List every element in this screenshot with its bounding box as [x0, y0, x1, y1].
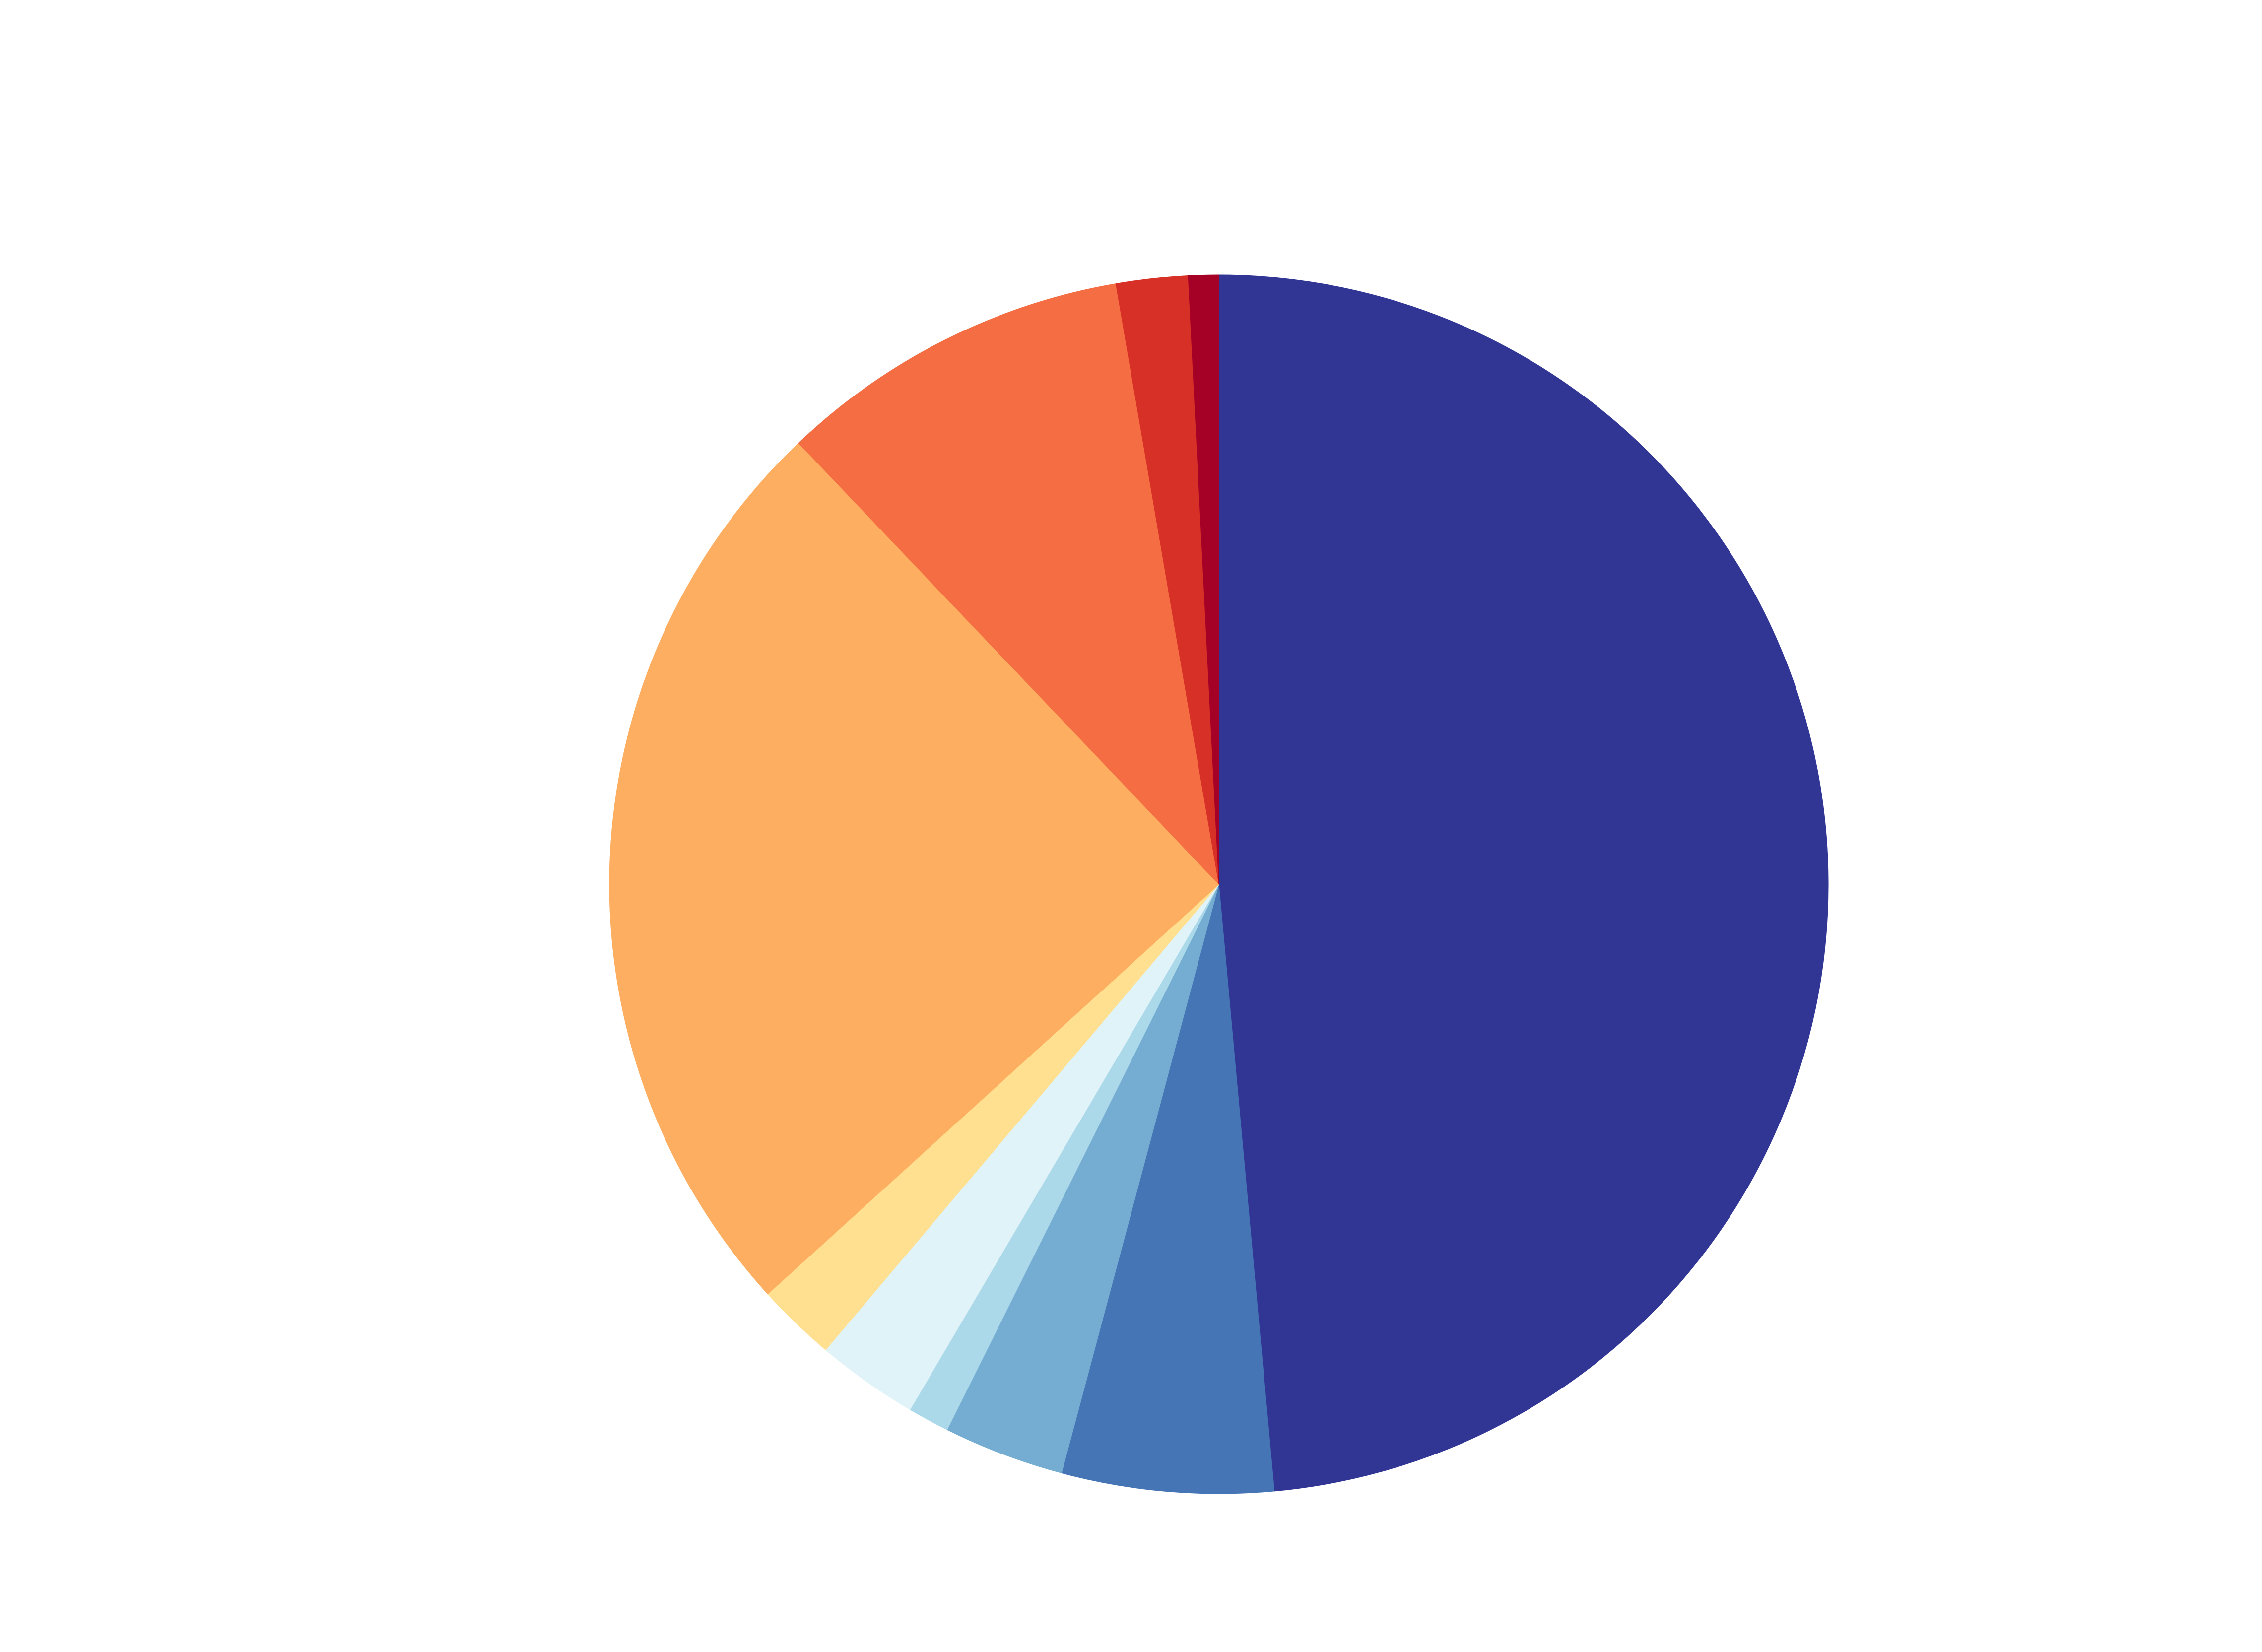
pie-slice-8 — [798, 283, 1219, 885]
pie-slice-2 — [1061, 884, 1275, 1494]
pie-slice-3 — [946, 884, 1219, 1474]
pie-slice-7 — [609, 443, 1219, 1295]
pie-slices — [609, 274, 1829, 1494]
pie-slice-1 — [1218, 274, 1829, 1492]
pie-slice-10 — [1188, 274, 1219, 885]
